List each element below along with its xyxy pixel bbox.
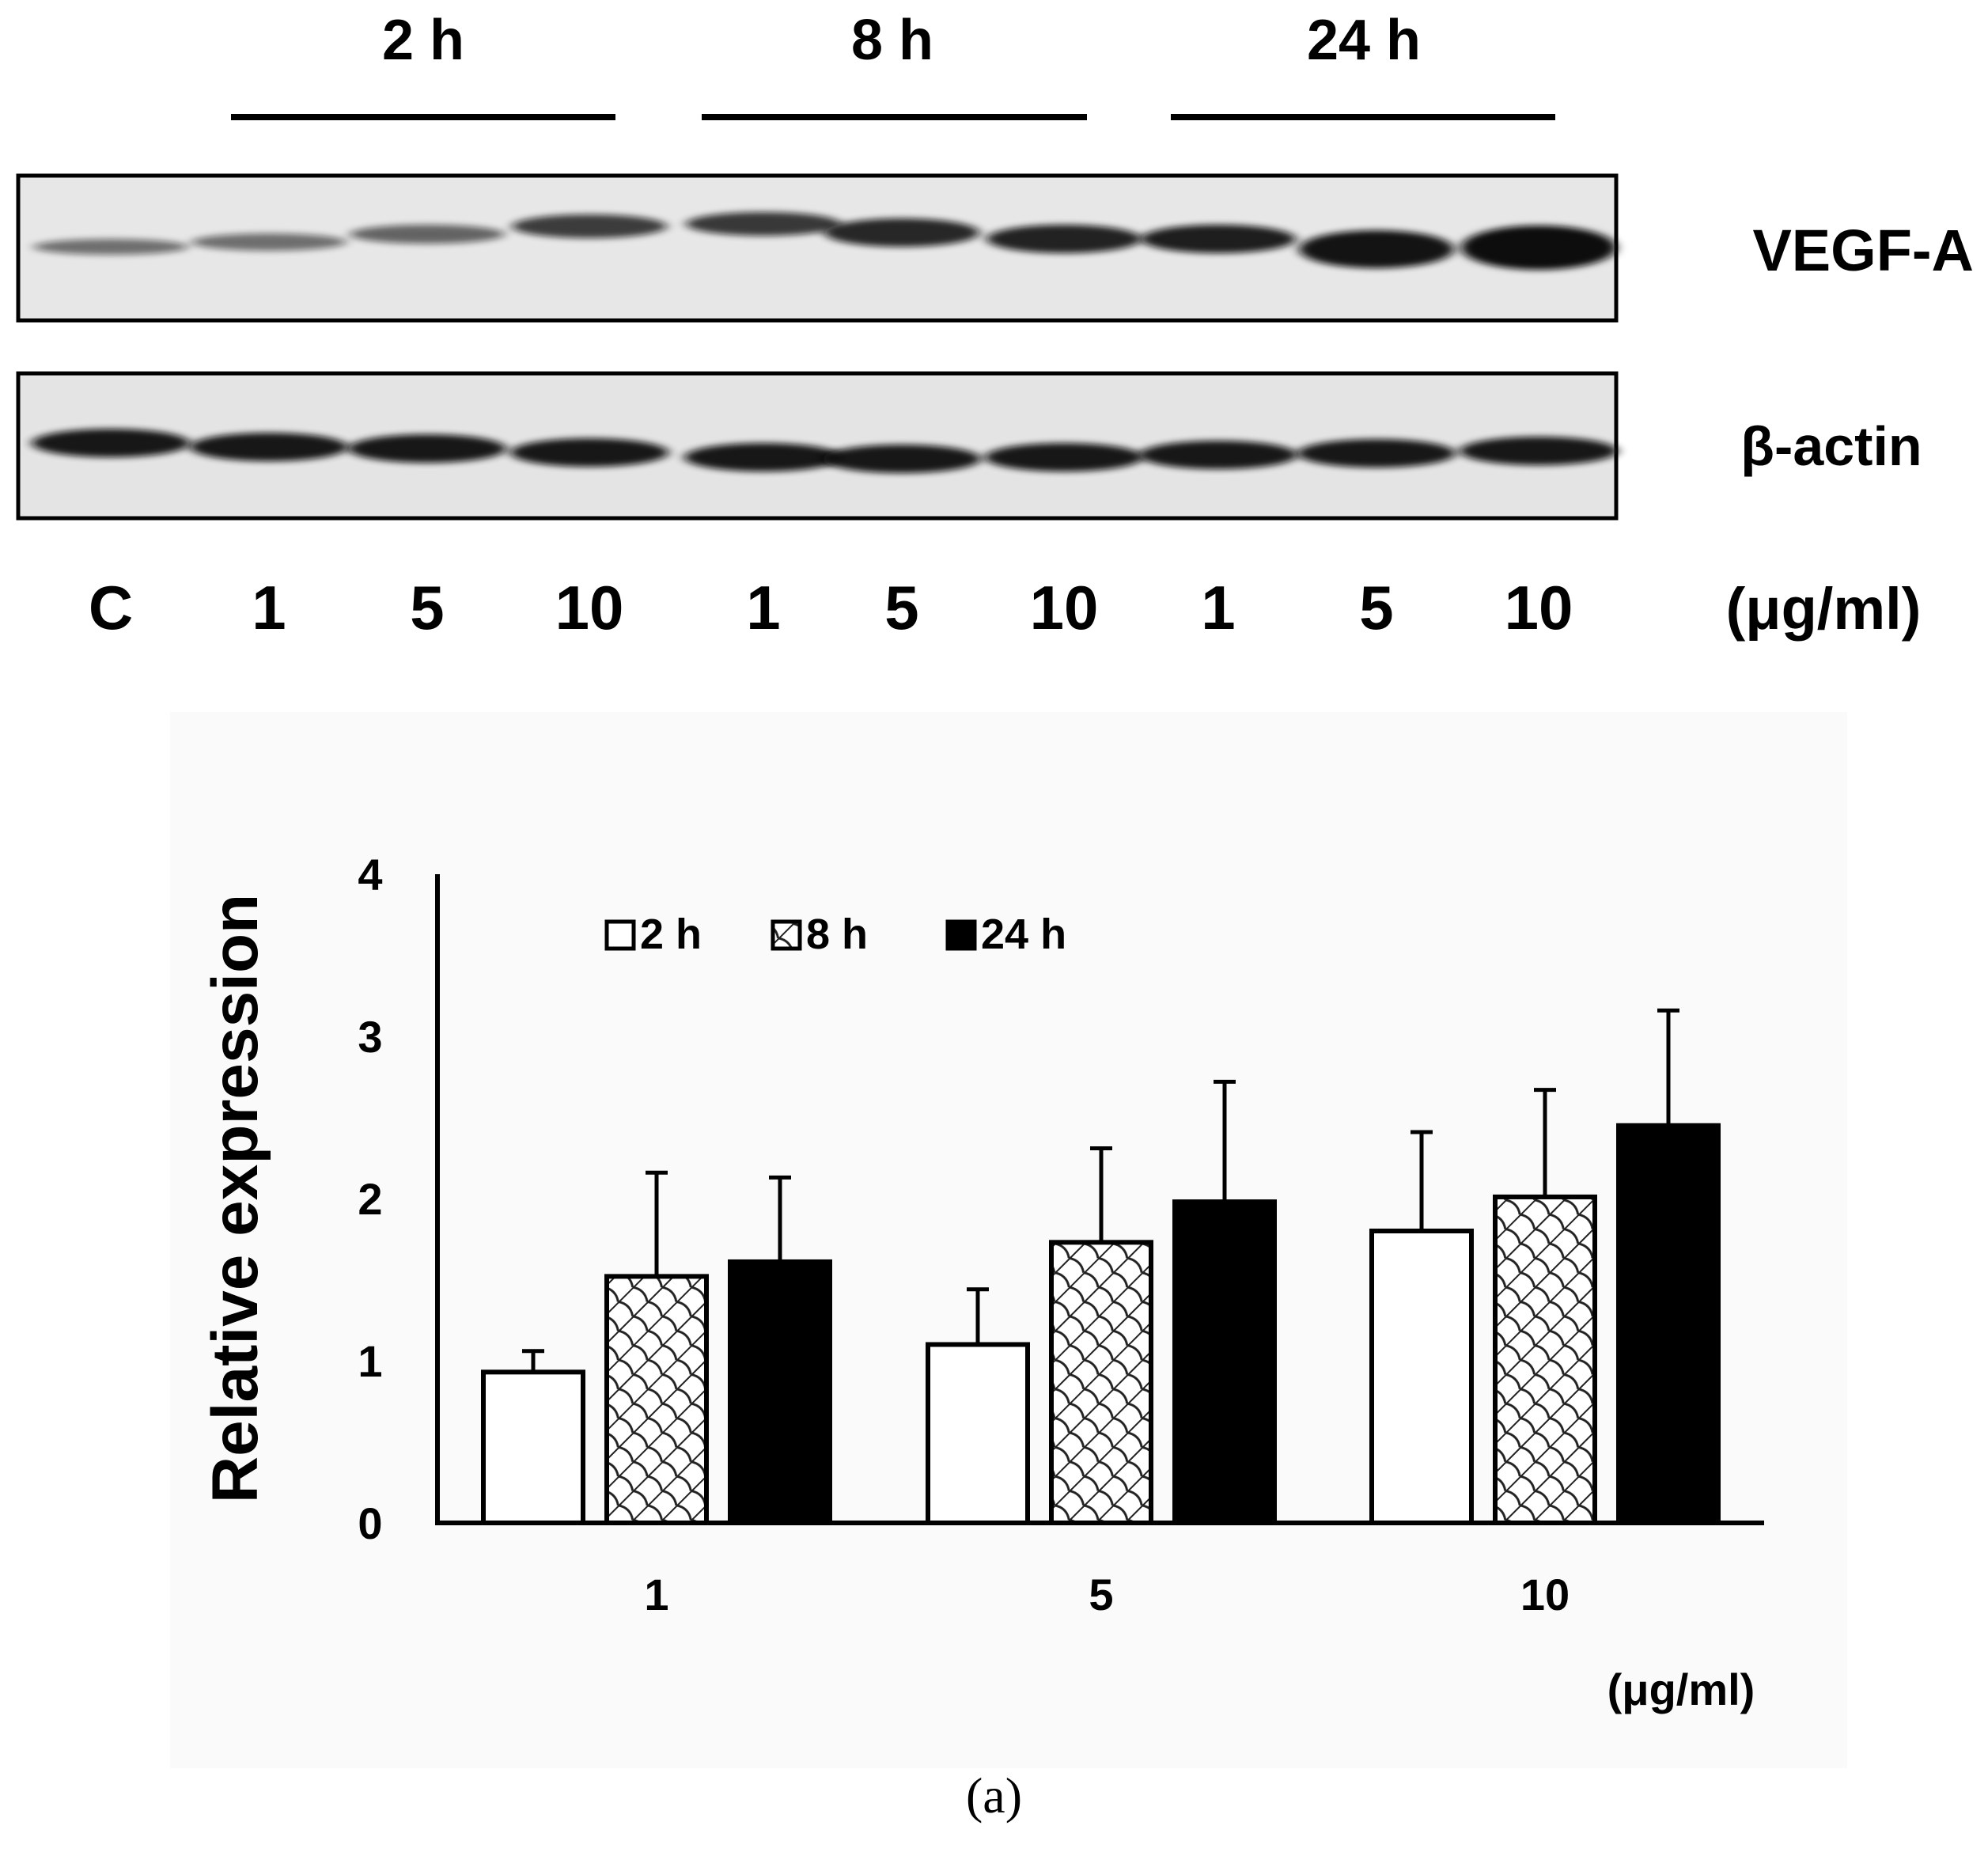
time-group-label-8h: 8 h xyxy=(851,9,933,72)
vegf-band xyxy=(350,225,505,244)
time-group-headers: 2 h 8 h 24 h xyxy=(231,9,1555,120)
lane-label: 10 xyxy=(1505,573,1573,642)
bar-2h-10 xyxy=(1369,1229,1474,1525)
lane-label: 5 xyxy=(1359,573,1393,642)
actin-band xyxy=(1297,439,1456,468)
vegf-band xyxy=(1461,225,1616,270)
lane-label: 10 xyxy=(555,573,624,642)
blot-unit-label: (μg/ml) xyxy=(1726,576,1922,642)
figure-caption: (a) xyxy=(965,1767,1023,1824)
bar-8h-1 xyxy=(604,1274,709,1526)
bar-2h-5 xyxy=(926,1342,1030,1525)
legend-swatch xyxy=(771,919,802,951)
y-tick-label: 4 xyxy=(358,850,382,900)
x-tick-label: 10 xyxy=(1520,1570,1570,1619)
x-unit-label: (μg/ml) xyxy=(1607,1665,1755,1714)
lane-label: 5 xyxy=(410,573,444,642)
bar-8h-10 xyxy=(1493,1194,1597,1525)
lane-label: 1 xyxy=(1201,573,1235,642)
y-tick-label: 0 xyxy=(358,1498,382,1548)
lane-labels: C 1 5 10 1 5 10 1 5 10 xyxy=(89,573,1573,642)
vegf-band xyxy=(1141,225,1296,253)
vegf-band xyxy=(1299,230,1454,268)
protein-label-actin: β-actin xyxy=(1740,415,1922,477)
x-tick-labels: 1 5 10 xyxy=(644,1570,1570,1619)
y-tick-label: 1 xyxy=(358,1336,382,1386)
actin-band xyxy=(1460,437,1618,465)
actin-panel: β-actin xyxy=(16,371,1922,521)
vegf-band xyxy=(191,233,346,251)
bar-8h-5 xyxy=(1049,1240,1153,1525)
protein-label-vegf: VEGF-A xyxy=(1752,218,1974,283)
y-tick-label: 2 xyxy=(358,1174,382,1224)
vegf-band xyxy=(686,212,841,236)
legend-label: 2 h xyxy=(640,911,702,958)
lane-label: 1 xyxy=(252,573,286,642)
chart-bars xyxy=(481,1123,1721,1526)
lane-label: 1 xyxy=(746,573,780,642)
actin-band xyxy=(823,445,981,473)
actin-bands xyxy=(32,429,1618,473)
actin-band xyxy=(190,433,348,461)
legend-label: 24 h xyxy=(981,911,1066,958)
legend-label: 8 h xyxy=(806,911,868,958)
lane-label: 5 xyxy=(884,573,918,642)
x-tick-label: 5 xyxy=(1089,1570,1113,1619)
vegf-band xyxy=(824,218,979,247)
chart-legend: 2 h 8 h 24 h xyxy=(604,911,1066,958)
vegf-band xyxy=(512,214,667,238)
actin-band xyxy=(1139,441,1297,469)
x-tick-label: 1 xyxy=(644,1570,668,1619)
vegf-panel: VEGF-A xyxy=(16,173,1974,323)
actin-band xyxy=(684,443,843,472)
bar-24h-10 xyxy=(1616,1123,1721,1525)
actin-band xyxy=(348,434,506,463)
time-group-label-24h: 24 h xyxy=(1307,9,1421,72)
actin-band xyxy=(510,438,668,467)
bar-2h-1 xyxy=(481,1369,585,1525)
bar-24h-1 xyxy=(728,1259,832,1525)
vegf-bands xyxy=(33,212,1616,270)
y-tick-labels: 0 1 2 3 4 xyxy=(358,850,382,1548)
time-group-label-2h: 2 h xyxy=(382,9,464,72)
lane-label: 10 xyxy=(1030,573,1099,642)
actin-band xyxy=(985,443,1143,472)
western-blot: 2 h 8 h 24 h VEGF-A β-actin C 1 5 10 1 5 10 1 5 1… xyxy=(16,9,1974,642)
legend-swatch xyxy=(945,919,977,951)
chart-error-bars xyxy=(522,1008,1679,1373)
y-tick-label: 3 xyxy=(358,1012,382,1062)
vegf-band xyxy=(986,225,1142,253)
lane-label: C xyxy=(89,573,133,642)
y-axis-label: Relative expression xyxy=(199,894,271,1503)
bar-24h-5 xyxy=(1172,1199,1277,1525)
vegf-band xyxy=(33,239,188,255)
legend-swatch xyxy=(604,919,636,951)
actin-band xyxy=(32,429,190,457)
